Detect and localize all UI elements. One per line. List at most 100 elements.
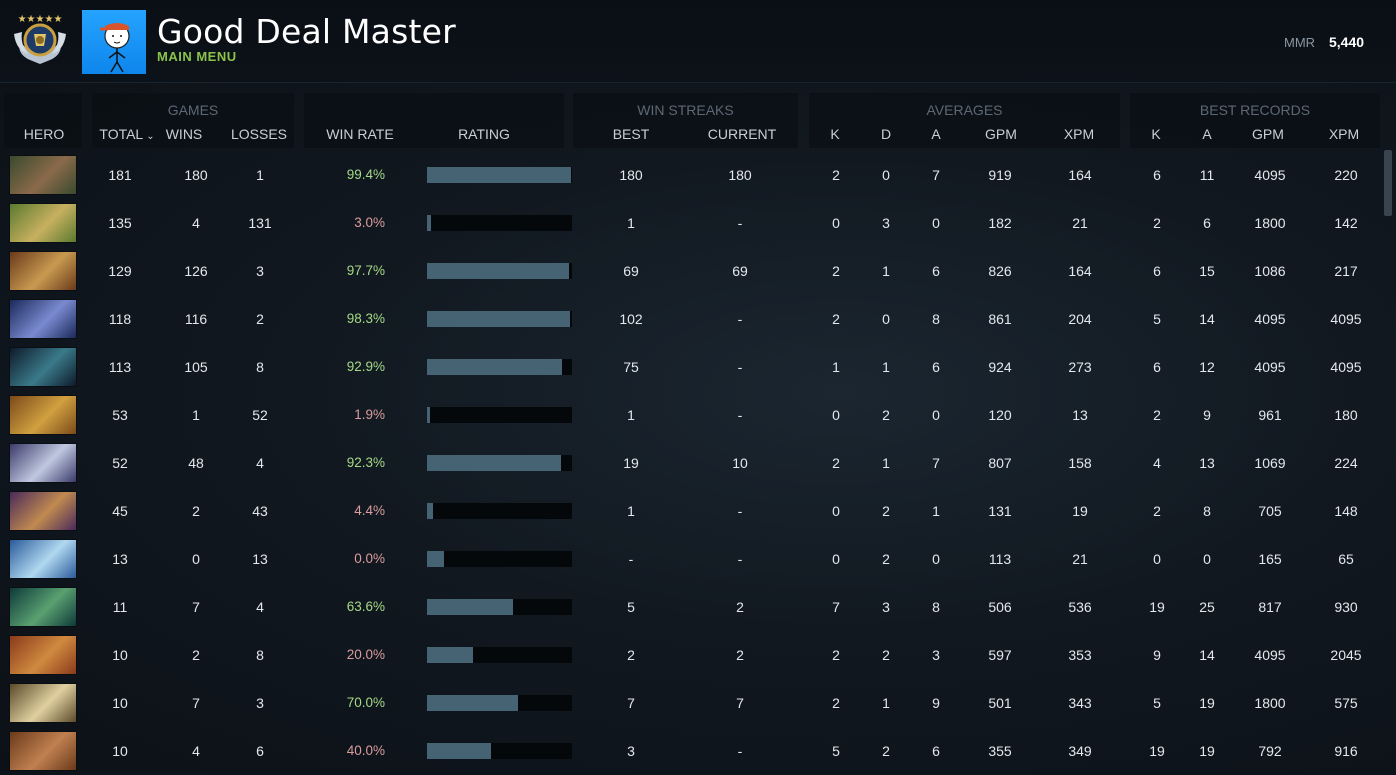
col-total[interactable]: TOTAL ⌄ [94, 126, 160, 142]
avg-kills-cell: 2 [832, 647, 840, 663]
table-row[interactable]: 10 2 8 2 2 2 2 3 597 353 9 14 4095 2045 20.0% [0, 631, 1380, 679]
col-best-streak[interactable]: BEST [612, 126, 650, 142]
table-row[interactable]: 10 4 6 3 - 5 2 6 355 349 19 19 792 916 40.0% [0, 727, 1380, 775]
best-streak-cell: 69 [623, 263, 639, 279]
hero-portrait-icon[interactable] [9, 203, 77, 243]
best-assists-cell: 11 [1199, 167, 1215, 183]
hero-portrait-icon[interactable] [9, 683, 77, 723]
hero-portrait-icon[interactable] [9, 299, 77, 339]
main-menu-link[interactable]: MAIN MENU [157, 49, 237, 64]
best-assists-cell: 15 [1199, 263, 1215, 279]
losses-cell: 131 [248, 215, 272, 231]
best-assists-cell: 19 [1199, 743, 1215, 759]
group-win-streaks: WIN STREAKS [637, 102, 734, 118]
avg-deaths-cell: 2 [882, 503, 890, 519]
avg-gpm-cell: 182 [988, 215, 1012, 231]
col-avg-deaths[interactable]: D [880, 126, 892, 142]
scrollbar-thumb[interactable] [1384, 150, 1392, 216]
table-row[interactable]: 118 116 2 102 - 2 0 8 861 204 5 14 4095 4095 98.3% [0, 295, 1380, 343]
col-wins[interactable]: WINS [165, 126, 203, 142]
avg-gpm-cell: 131 [988, 503, 1012, 519]
rating-bar [427, 407, 572, 423]
hero-portrait-icon[interactable] [9, 443, 77, 483]
hero-portrait-icon[interactable] [9, 587, 77, 627]
table-row[interactable]: 10 7 3 7 7 2 1 9 501 343 5 19 1800 575 70.0% [0, 679, 1380, 727]
hero-portrait-icon[interactable] [9, 491, 77, 531]
best-streak-cell: 3 [627, 743, 635, 759]
current-streak-cell: 10 [732, 455, 748, 471]
total-cell: 181 [108, 167, 132, 183]
player-avatar[interactable] [82, 10, 146, 74]
avg-xpm-cell: 164 [1068, 263, 1092, 279]
wins-cell: 48 [188, 455, 204, 471]
games-header-bg [92, 93, 294, 148]
wins-cell: 7 [192, 695, 200, 711]
win-rate-cell: 98.3% [346, 311, 385, 326]
rating-bar [427, 359, 572, 375]
rating-bar [427, 215, 572, 231]
win-rate-cell: 0.0% [354, 551, 385, 566]
table-row[interactable]: 181 180 1 180 180 2 0 7 919 164 6 11 4095 220 99.4% [0, 151, 1380, 199]
current-streak-cell: 69 [732, 263, 748, 279]
col-avg-assists[interactable]: A [931, 126, 941, 142]
best-kills-cell: 2 [1153, 407, 1161, 423]
hero-portrait-icon[interactable] [9, 731, 77, 771]
avg-assists-cell: 9 [932, 695, 940, 711]
col-rating[interactable]: RATING [458, 126, 510, 142]
col-best-xpm[interactable]: XPM [1328, 126, 1360, 142]
hero-portrait-icon[interactable] [9, 635, 77, 675]
win-rate-cell: 97.7% [346, 263, 385, 278]
avg-deaths-cell: 1 [882, 263, 890, 279]
col-avg-kills[interactable]: K [830, 126, 840, 142]
col-best-kills[interactable]: K [1151, 126, 1161, 142]
table-row[interactable]: 135 4 131 1 - 0 3 0 182 21 2 6 1800 142 3.0% [0, 199, 1380, 247]
rating-bar-fill [427, 407, 430, 423]
col-avg-gpm[interactable]: GPM [985, 126, 1017, 142]
win-rate-cell: 3.0% [354, 215, 385, 230]
table-row[interactable]: 13 0 13 - - 0 2 0 113 21 0 0 165 65 0.0% [0, 535, 1380, 583]
col-avg-xpm[interactable]: XPM [1063, 126, 1095, 142]
rating-bar-fill [427, 599, 514, 615]
rating-bar [427, 167, 572, 183]
table-row[interactable]: 129 126 3 69 69 2 1 6 826 164 6 15 1086 217 97.7% [0, 247, 1380, 295]
rating-bar-fill [427, 263, 569, 279]
col-best-gpm[interactable]: GPM [1252, 126, 1284, 142]
col-losses[interactable]: LOSSES [230, 126, 288, 142]
avg-gpm-cell: 807 [988, 455, 1012, 471]
avg-gpm-cell: 861 [988, 311, 1012, 327]
best-xpm-cell: 930 [1334, 599, 1358, 615]
win-rate-cell: 1.9% [354, 407, 385, 422]
table-row[interactable]: 45 2 43 1 - 0 2 1 131 19 2 8 705 148 4.4% [0, 487, 1380, 535]
best-streak-cell: 1 [627, 407, 635, 423]
col-current-streak[interactable]: CURRENT [707, 126, 777, 142]
rating-bar [427, 455, 572, 471]
hero-portrait-icon[interactable] [9, 395, 77, 435]
col-hero[interactable]: HERO [23, 126, 65, 142]
col-total-label: TOTAL [99, 126, 144, 142]
col-win-rate[interactable]: WIN RATE [326, 126, 394, 142]
hero-portrait-icon[interactable] [9, 251, 77, 291]
avg-kills-cell: 0 [832, 215, 840, 231]
rating-bar-fill [427, 311, 570, 327]
best-streak-cell: 5 [627, 599, 635, 615]
hero-portrait-icon[interactable] [9, 539, 77, 579]
col-best-assists[interactable]: A [1202, 126, 1212, 142]
best-xpm-cell: 4095 [1330, 311, 1362, 327]
table-row[interactable]: 11 7 4 5 2 7 3 8 506 536 19 25 817 930 63.6% [0, 583, 1380, 631]
wins-cell: 180 [184, 167, 208, 183]
table-row[interactable]: 53 1 52 1 - 0 2 0 120 13 2 9 961 180 1.9% [0, 391, 1380, 439]
averages-header-bg [809, 93, 1120, 148]
best-xpm-cell: 224 [1334, 455, 1358, 471]
total-cell: 118 [108, 311, 132, 327]
table-row[interactable]: 52 48 4 19 10 2 1 7 807 158 4 13 1069 224 92.3% [0, 439, 1380, 487]
total-cell: 13 [112, 551, 128, 567]
avg-assists-cell: 0 [932, 215, 940, 231]
table-row[interactable]: 113 105 8 75 - 1 1 6 924 273 6 12 4095 4095 92.9% [0, 343, 1380, 391]
losses-cell: 4 [256, 455, 264, 471]
hero-portrait-icon[interactable] [9, 347, 77, 387]
records-header-bg [1130, 93, 1380, 148]
best-xpm-cell: 180 [1334, 407, 1358, 423]
best-xpm-cell: 575 [1334, 695, 1358, 711]
best-streak-cell: 2 [627, 647, 635, 663]
hero-portrait-icon[interactable] [9, 155, 77, 195]
